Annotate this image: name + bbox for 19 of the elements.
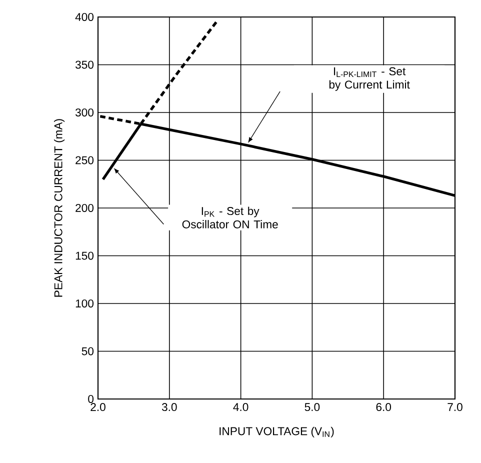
y-tick-label: 200 <box>76 204 94 212</box>
y-tick-label: 400 <box>75 12 94 21</box>
y-tick-label: 0 <box>88 394 94 403</box>
y-tick-label: 50 <box>82 347 94 356</box>
y-tick-label: 100 <box>76 299 94 308</box>
x-tick-label: 7.0 <box>448 403 462 412</box>
x-axis-title: INPUT VOLTAGE (V$_{IN}$) <box>220 426 334 438</box>
x-tick-label: 6.0 <box>376 403 392 412</box>
annotation: I$_{L-PK-LIMIT}$ - Set by Current Limit <box>329 67 410 91</box>
x-tick-label: 4.0 <box>233 403 248 412</box>
y-tick-label: 250 <box>76 156 94 164</box>
y-tick-label: 350 <box>75 60 94 69</box>
annotation: I$_{PK}$ - Set by Oscillator ON Time <box>182 206 278 228</box>
x-tick-label: 3.0 <box>162 403 177 412</box>
y-tick-label: 300 <box>75 108 94 116</box>
y-axis-title: PEAK INDUCTOR CURRENT (mA) <box>54 119 65 297</box>
y-tick-label: 150 <box>76 252 94 260</box>
x-tick-label: 5.0 <box>304 403 320 412</box>
x-tick-label: 2.0 <box>90 403 106 412</box>
